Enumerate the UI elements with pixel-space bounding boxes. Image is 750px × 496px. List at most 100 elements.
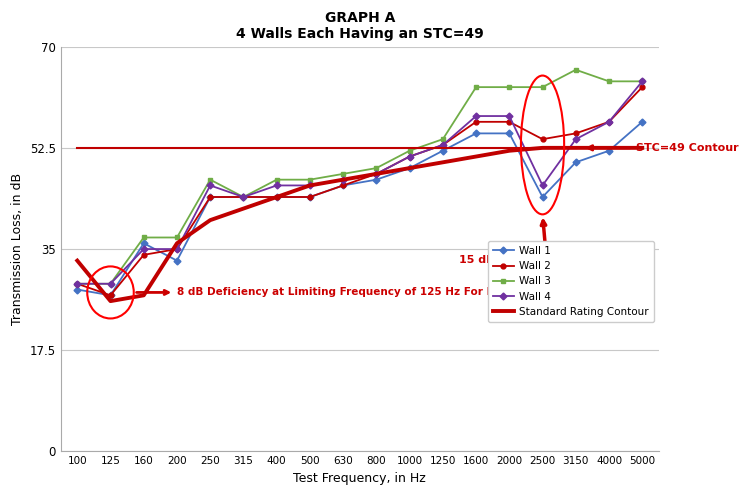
Standard Rating Contour (438, 159, 447, 165)
Wall 4 (438, 142, 447, 148)
Wall 2 (438, 142, 447, 148)
Wall 1 (339, 183, 348, 188)
Text: STC=49 Contour: STC=49 Contour (588, 143, 738, 153)
Standard Rating Contour (172, 240, 182, 246)
Wall 4 (604, 119, 613, 125)
Wall 2 (339, 183, 348, 188)
Wall 3 (505, 84, 514, 90)
Wall 3 (438, 136, 447, 142)
Wall 1 (472, 130, 481, 136)
Wall 4 (572, 136, 580, 142)
Wall 1 (206, 194, 214, 200)
Wall 1 (239, 194, 248, 200)
Wall 1 (505, 130, 514, 136)
Wall 2 (106, 292, 115, 298)
Wall 1 (73, 287, 82, 293)
X-axis label: Test Frequency, in Hz: Test Frequency, in Hz (293, 472, 426, 485)
Wall 2 (206, 194, 214, 200)
Wall 1 (572, 159, 580, 165)
Wall 1 (638, 119, 646, 125)
Standard Rating Contour (572, 145, 580, 151)
Line: Wall 1: Wall 1 (75, 120, 645, 298)
Wall 4 (372, 171, 381, 177)
Wall 3 (472, 84, 481, 90)
Wall 2 (372, 171, 381, 177)
Wall 3 (339, 171, 348, 177)
Wall 4 (405, 154, 414, 160)
Wall 2 (472, 119, 481, 125)
Wall 4 (305, 183, 314, 188)
Wall 3 (604, 78, 613, 84)
Wall 4 (339, 177, 348, 183)
Wall 1 (438, 148, 447, 154)
Wall 3 (538, 84, 547, 90)
Standard Rating Contour (505, 148, 514, 154)
Wall 2 (505, 119, 514, 125)
Wall 3 (372, 165, 381, 171)
Wall 4 (172, 246, 182, 252)
Wall 4 (239, 194, 248, 200)
Wall 2 (638, 84, 646, 90)
Wall 3 (272, 177, 281, 183)
Standard Rating Contour (472, 154, 481, 160)
Standard Rating Contour (239, 206, 248, 212)
Standard Rating Contour (372, 171, 381, 177)
Standard Rating Contour (140, 292, 148, 298)
Line: Wall 3: Wall 3 (75, 67, 645, 286)
Line: Standard Rating Contour: Standard Rating Contour (77, 148, 642, 301)
Standard Rating Contour (206, 217, 214, 223)
Wall 2 (140, 252, 148, 258)
Standard Rating Contour (339, 177, 348, 183)
Wall 4 (638, 78, 646, 84)
Standard Rating Contour (405, 165, 414, 171)
Wall 3 (405, 148, 414, 154)
Wall 3 (239, 194, 248, 200)
Text: 15 dB difference at 2500 Hz: 15 dB difference at 2500 Hz (460, 221, 634, 265)
Wall 2 (239, 194, 248, 200)
Wall 2 (272, 194, 281, 200)
Wall 3 (572, 67, 580, 73)
Wall 4 (106, 281, 115, 287)
Standard Rating Contour (106, 298, 115, 304)
Wall 3 (106, 281, 115, 287)
Wall 1 (272, 194, 281, 200)
Wall 3 (206, 177, 214, 183)
Wall 1 (604, 148, 613, 154)
Wall 2 (405, 154, 414, 160)
Wall 2 (538, 136, 547, 142)
Wall 4 (206, 183, 214, 188)
Wall 3 (140, 235, 148, 241)
Wall 1 (140, 240, 148, 246)
Wall 1 (305, 194, 314, 200)
Wall 1 (106, 292, 115, 298)
Standard Rating Contour (538, 145, 547, 151)
Standard Rating Contour (604, 145, 613, 151)
Wall 4 (538, 183, 547, 188)
Wall 1 (172, 257, 182, 263)
Standard Rating Contour (73, 257, 82, 263)
Y-axis label: Transmission Loss, in dB: Transmission Loss, in dB (11, 173, 24, 325)
Standard Rating Contour (638, 145, 646, 151)
Line: Wall 2: Wall 2 (75, 85, 645, 298)
Standard Rating Contour (272, 194, 281, 200)
Title: GRAPH A
4 Walls Each Having an STC=49: GRAPH A 4 Walls Each Having an STC=49 (236, 11, 484, 41)
Wall 3 (172, 235, 182, 241)
Wall 1 (372, 177, 381, 183)
Wall 3 (73, 281, 82, 287)
Standard Rating Contour (305, 183, 314, 188)
Text: 8 dB Deficiency at Limiting Frequency of 125 Hz For Each Wall: 8 dB Deficiency at Limiting Frequency of… (136, 288, 544, 298)
Wall 3 (638, 78, 646, 84)
Wall 1 (405, 165, 414, 171)
Wall 4 (505, 113, 514, 119)
Line: Wall 4: Wall 4 (75, 79, 645, 286)
Wall 3 (305, 177, 314, 183)
Wall 2 (73, 281, 82, 287)
Wall 4 (472, 113, 481, 119)
Wall 4 (140, 246, 148, 252)
Wall 2 (572, 130, 580, 136)
Wall 4 (272, 183, 281, 188)
Wall 2 (172, 246, 182, 252)
Wall 2 (604, 119, 613, 125)
Legend: Wall 1, Wall 2, Wall 3, Wall 4, Standard Rating Contour: Wall 1, Wall 2, Wall 3, Wall 4, Standard… (488, 241, 654, 322)
Wall 4 (73, 281, 82, 287)
